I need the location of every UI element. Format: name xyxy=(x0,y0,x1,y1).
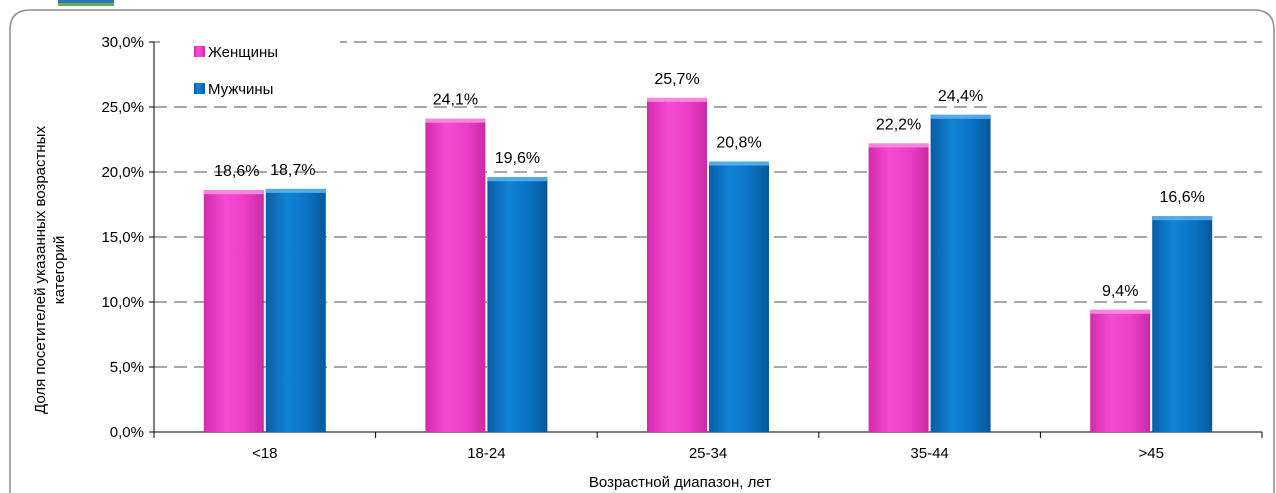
x-tick-label: >45 xyxy=(1138,445,1163,462)
bar-men xyxy=(930,114,991,433)
bar-women xyxy=(647,97,707,433)
bar-top-men xyxy=(709,161,769,166)
chart-border xyxy=(9,9,1275,493)
data-label-men: 24,4% xyxy=(938,88,983,105)
data-labels: 18,6% 18,7% 24,1% 19,6% 25,7% 20,8% 22,2% 24,4%… xyxy=(214,71,1205,300)
data-label-men: 19,6% xyxy=(495,150,540,167)
data-label-women: 18,6% xyxy=(214,163,259,180)
bar-men xyxy=(487,177,548,432)
y-tick-label: 15,0% xyxy=(101,229,144,246)
bar-men xyxy=(1152,216,1213,432)
bar-top-women xyxy=(425,118,486,123)
y-axis-title: Доля посетителей указанных возрастных ка… xyxy=(32,126,68,414)
bar-top-women xyxy=(868,143,929,148)
bar-top-men xyxy=(1152,216,1213,221)
y-axis: 0,0% 5,0% 10,0% 15,0% 20,0% 25,0% 30,0% xyxy=(101,34,155,441)
data-label-women: 9,4% xyxy=(1102,283,1138,300)
y-tick-label: 0,0% xyxy=(110,424,144,441)
bars xyxy=(203,97,1213,433)
bar-top-women xyxy=(647,97,707,102)
bar-top-men xyxy=(487,177,548,182)
data-label-men: 18,7% xyxy=(270,162,315,179)
bar-women xyxy=(425,118,486,432)
legend: Женщины Мужчины xyxy=(160,30,340,106)
x-tick-label: 35-44 xyxy=(910,445,948,462)
legend-swatch-women xyxy=(194,46,205,57)
data-label-women: 24,1% xyxy=(433,92,478,109)
bar-women xyxy=(868,143,929,432)
legend-label-women: Женщины xyxy=(208,44,278,61)
data-label-women: 22,2% xyxy=(876,116,921,133)
y-tick-label: 5,0% xyxy=(110,359,144,376)
bar-men xyxy=(265,188,326,432)
data-label-women: 25,7% xyxy=(654,71,699,88)
y-tick-label: 10,0% xyxy=(101,294,144,311)
bar-top-women xyxy=(203,190,264,195)
legend-swatch-men xyxy=(194,83,205,94)
y-tick-label: 25,0% xyxy=(101,99,144,116)
bar-women xyxy=(203,190,264,432)
x-axis: <18 18-24 25-34 35-44 >45 xyxy=(153,431,1263,462)
data-label-men: 20,8% xyxy=(716,135,761,152)
bar-top-women xyxy=(1090,309,1151,314)
y-tick-label: 20,0% xyxy=(101,164,144,181)
data-label-men: 16,6% xyxy=(1160,189,1205,206)
y-axis-title-line-1: Доля посетителей указанных возрастных xyxy=(32,126,49,414)
legend-label-men: Мужчины xyxy=(208,81,273,98)
x-tick-label: 18-24 xyxy=(467,445,505,462)
y-tick-label: 30,0% xyxy=(101,34,144,51)
y-axis-title-line-2: категорий xyxy=(51,236,68,305)
bar-men xyxy=(709,161,769,432)
x-axis-title: Возрастной диапазон, лет xyxy=(589,474,771,491)
bar-top-men xyxy=(930,114,991,119)
x-tick-label: <18 xyxy=(252,445,277,462)
bar-women xyxy=(1090,309,1151,432)
bar-top-men xyxy=(265,188,326,193)
x-tick-label: 25-34 xyxy=(689,445,727,462)
logo-sliver xyxy=(58,0,114,6)
